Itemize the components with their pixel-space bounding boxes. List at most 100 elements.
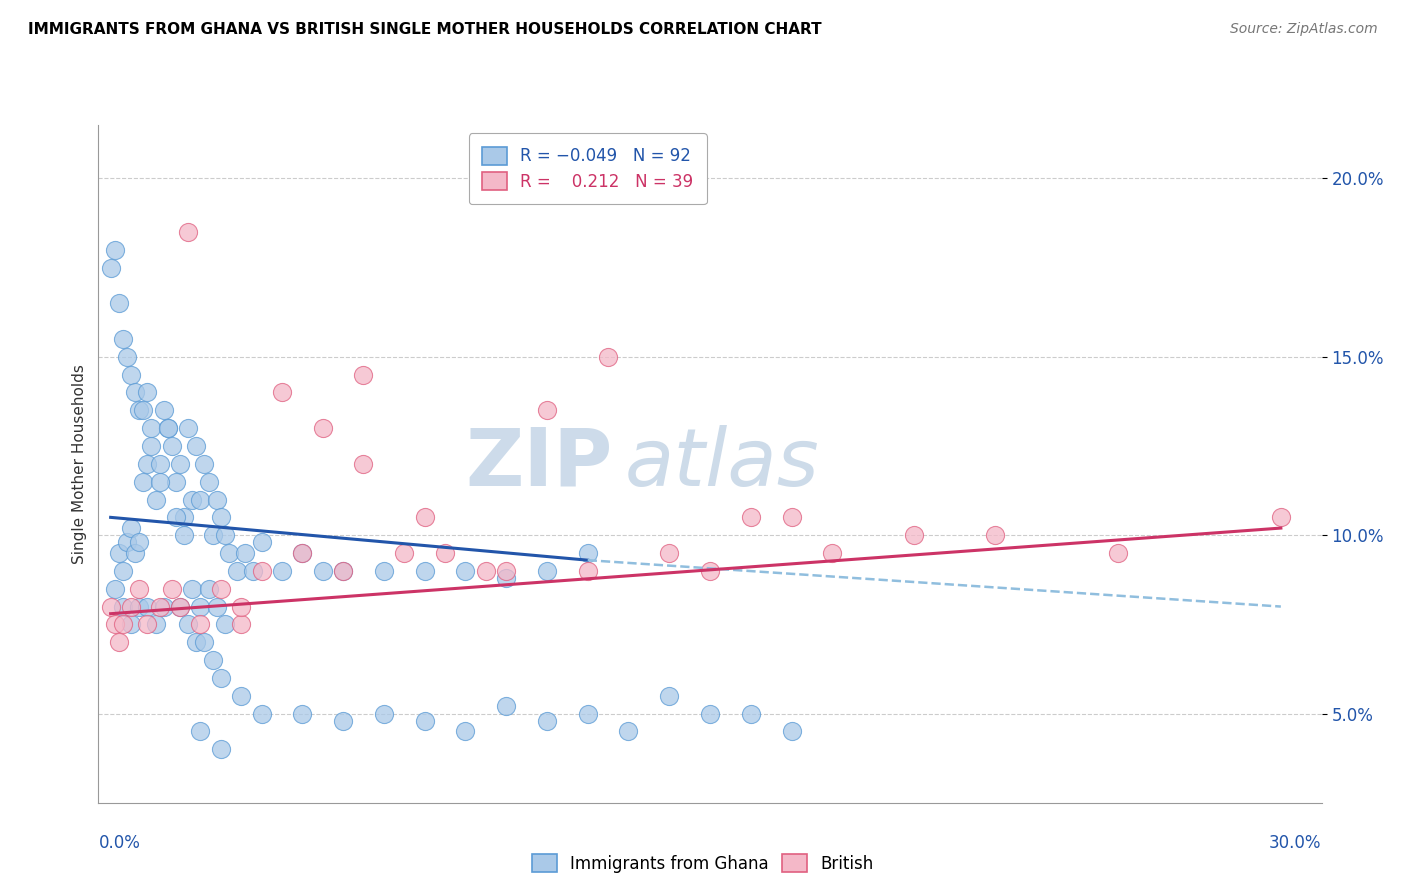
Point <box>115 350 138 364</box>
Point <box>197 475 219 489</box>
Point <box>124 385 146 400</box>
Point <box>128 599 150 614</box>
Point <box>209 742 232 756</box>
Text: IMMIGRANTS FROM GHANA VS BRITISH SINGLE MOTHER HOUSEHOLDS CORRELATION CHART: IMMIGRANTS FROM GHANA VS BRITISH SINGLE … <box>28 22 821 37</box>
Point <box>128 403 150 417</box>
Point <box>201 653 224 667</box>
Point <box>312 421 335 435</box>
Point <box>291 546 314 560</box>
Point <box>433 546 456 560</box>
Point <box>270 564 294 578</box>
Point <box>413 564 436 578</box>
Point <box>536 714 558 728</box>
Point <box>141 421 163 435</box>
Point <box>658 546 681 560</box>
Point <box>984 528 1007 542</box>
Point <box>111 332 134 346</box>
Point <box>699 564 721 578</box>
Point <box>120 521 142 535</box>
Point <box>149 457 172 471</box>
Point <box>454 564 477 578</box>
Point <box>124 546 146 560</box>
Point <box>214 617 236 632</box>
Point <box>903 528 925 542</box>
Point <box>495 571 517 585</box>
Point <box>474 564 498 578</box>
Point <box>201 528 224 542</box>
Point <box>270 385 294 400</box>
Point <box>413 510 436 524</box>
Point <box>169 599 191 614</box>
Point <box>108 635 131 649</box>
Point <box>149 599 172 614</box>
Point <box>392 546 416 560</box>
Point <box>332 564 354 578</box>
Point <box>193 635 215 649</box>
Point <box>291 706 314 721</box>
Point <box>136 385 159 400</box>
Point <box>250 535 273 549</box>
Text: ZIP: ZIP <box>465 425 612 503</box>
Point <box>536 564 558 578</box>
Point <box>152 403 174 417</box>
Point <box>177 617 200 632</box>
Point <box>100 599 122 614</box>
Point <box>188 492 212 507</box>
Point <box>181 582 204 596</box>
Point <box>226 564 249 578</box>
Point <box>373 706 395 721</box>
Point <box>188 617 212 632</box>
Point <box>352 457 374 471</box>
Point <box>332 564 354 578</box>
Point <box>205 492 228 507</box>
Point <box>218 546 240 560</box>
Point <box>173 510 195 524</box>
Point <box>136 457 159 471</box>
Point <box>231 689 253 703</box>
Point <box>145 492 167 507</box>
Point <box>149 475 172 489</box>
Point <box>169 457 191 471</box>
Point <box>160 439 183 453</box>
Text: 0.0%: 0.0% <box>98 834 141 852</box>
Point <box>536 403 558 417</box>
Point <box>332 714 354 728</box>
Point <box>596 350 619 364</box>
Point <box>156 421 179 435</box>
Point <box>231 617 253 632</box>
Point <box>233 546 256 560</box>
Point <box>156 421 179 435</box>
Point <box>617 724 640 739</box>
Point <box>413 714 436 728</box>
Point <box>160 582 183 596</box>
Point <box>373 564 395 578</box>
Point <box>165 510 187 524</box>
Point <box>495 564 517 578</box>
Point <box>205 599 228 614</box>
Point <box>132 475 155 489</box>
Point <box>128 582 150 596</box>
Point <box>173 528 195 542</box>
Point <box>104 243 127 257</box>
Point <box>821 546 844 560</box>
Text: 30.0%: 30.0% <box>1270 834 1322 852</box>
Point <box>214 528 236 542</box>
Point <box>181 492 204 507</box>
Point <box>699 706 721 721</box>
Point <box>740 510 762 524</box>
Point <box>111 599 134 614</box>
Point <box>169 599 191 614</box>
Point <box>115 535 138 549</box>
Point <box>128 535 150 549</box>
Point <box>312 564 335 578</box>
Point <box>250 706 273 721</box>
Point <box>291 546 314 560</box>
Point <box>141 439 163 453</box>
Legend: R = −0.049   N = 92, R =    0.212   N = 39: R = −0.049 N = 92, R = 0.212 N = 39 <box>468 133 707 204</box>
Point <box>111 564 134 578</box>
Point <box>188 724 212 739</box>
Point <box>100 260 122 275</box>
Point <box>111 617 134 632</box>
Point <box>145 617 167 632</box>
Point <box>104 582 127 596</box>
